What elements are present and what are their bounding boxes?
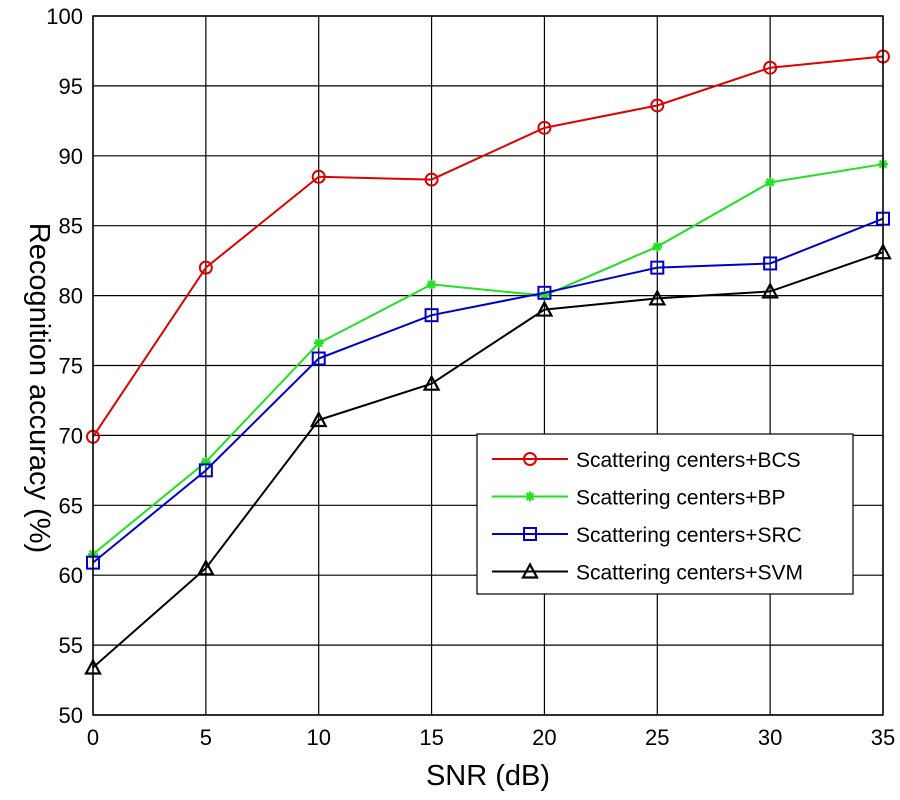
legend-item: Scattering centers+BCS bbox=[492, 449, 801, 472]
legend-item: Scattering centers+SRC bbox=[492, 524, 802, 547]
legend: Scattering centers+BCS Scattering centers… bbox=[476, 433, 854, 595]
x-tick-label: 15 bbox=[419, 725, 443, 750]
data-point bbox=[311, 351, 326, 366]
series-line bbox=[92, 163, 884, 556]
series-square bbox=[86, 211, 890, 570]
series-line bbox=[92, 55, 884, 438]
series-circle bbox=[86, 49, 890, 444]
x-tick-labels: 0 5 10 15 20 25 30 35 bbox=[87, 725, 895, 750]
legend-marker bbox=[521, 562, 539, 579]
y-tick-label: 70 bbox=[59, 423, 83, 448]
data-point bbox=[198, 463, 213, 478]
y-tick-label: 75 bbox=[59, 354, 83, 379]
data-point bbox=[535, 300, 554, 317]
data-point bbox=[537, 120, 552, 135]
x-axis-title: SNR (dB) bbox=[426, 760, 550, 792]
grid bbox=[92, 15, 884, 716]
data-point bbox=[648, 289, 667, 306]
legend-label: Scattering centers+BP bbox=[576, 487, 786, 510]
data-point bbox=[313, 338, 324, 349]
y-tick-label: 65 bbox=[59, 493, 83, 518]
legend-label: Scattering centers+SVM bbox=[576, 562, 803, 585]
data-point bbox=[311, 169, 326, 184]
data-point bbox=[652, 241, 663, 252]
y-tick-label: 80 bbox=[59, 284, 83, 309]
y-tick-label: 95 bbox=[59, 74, 83, 99]
series-line bbox=[92, 217, 884, 564]
data-point bbox=[426, 279, 437, 290]
legend-marker bbox=[523, 452, 537, 466]
data-point bbox=[763, 256, 778, 271]
data-point bbox=[309, 410, 328, 428]
plot-frame bbox=[92, 15, 884, 716]
data-point bbox=[761, 282, 779, 299]
data-point bbox=[765, 177, 776, 188]
legend-label: Scattering centers+SRC bbox=[576, 524, 802, 547]
legend-item: Scattering centers+SVM bbox=[492, 562, 803, 585]
x-tick-label: 35 bbox=[871, 725, 895, 750]
data-point bbox=[763, 60, 778, 75]
data-point bbox=[424, 172, 439, 187]
y-tick-label: 90 bbox=[59, 144, 83, 169]
data-point bbox=[650, 260, 665, 275]
data-point bbox=[537, 285, 552, 300]
data-point bbox=[200, 456, 211, 467]
legend-marker bbox=[523, 527, 537, 541]
legend-item: Scattering centers+BP bbox=[492, 487, 786, 510]
legend-label: Scattering centers+BCS bbox=[576, 449, 801, 472]
y-tick-labels: 50 55 60 65 70 75 80 85 90 95 100 bbox=[46, 4, 83, 728]
x-tick-label: 0 bbox=[87, 725, 99, 750]
x-tick-label: 20 bbox=[532, 725, 556, 750]
y-tick-label: 55 bbox=[59, 633, 83, 658]
y-tick-label: 50 bbox=[59, 703, 83, 728]
series-line bbox=[92, 251, 884, 669]
legend-box bbox=[476, 433, 854, 595]
data-point bbox=[422, 374, 441, 391]
data-point bbox=[424, 308, 439, 323]
x-tick-label: 30 bbox=[758, 725, 782, 750]
y-tick-label: 60 bbox=[59, 563, 83, 588]
y-tick-label: 100 bbox=[46, 4, 83, 29]
data-point bbox=[197, 558, 215, 576]
x-tick-label: 5 bbox=[200, 725, 212, 750]
legend-marker bbox=[525, 491, 535, 502]
y-tick-label: 85 bbox=[59, 214, 83, 239]
data-point bbox=[198, 260, 213, 275]
series-group bbox=[84, 49, 892, 675]
y-axis-title: Recognition accuracy (%) bbox=[23, 223, 55, 553]
data-point bbox=[650, 98, 665, 113]
x-tick-label: 10 bbox=[306, 725, 330, 750]
x-tick-label: 25 bbox=[645, 725, 669, 750]
